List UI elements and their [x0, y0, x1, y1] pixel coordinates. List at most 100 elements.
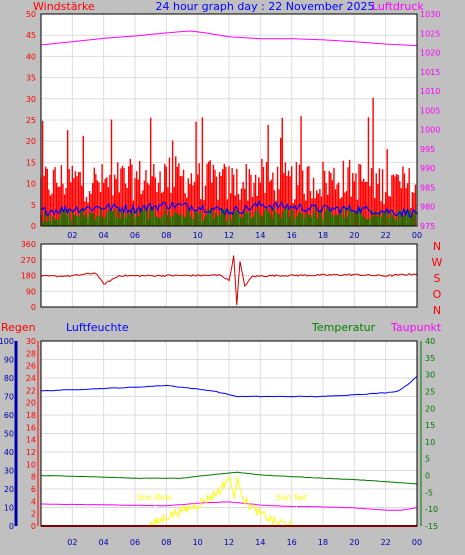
average-wind-line	[40, 199, 418, 218]
wind-tick-label: 50	[26, 10, 36, 19]
luftfeuchte-label: Luftfeuchte	[66, 321, 129, 334]
time-tick-label: 18	[318, 231, 328, 240]
wind-dir-letter-w: W	[432, 256, 443, 269]
humidity-tick-label: 0	[9, 522, 14, 531]
wind-direction-panel: 0 90 180 270 360	[21, 240, 418, 312]
humidity-tick-label: 40	[4, 448, 14, 457]
rain-tick-label: 30	[26, 337, 36, 346]
time-tick-label: 02	[67, 231, 77, 240]
wind-tick-label: 35	[26, 74, 36, 83]
temperature-tick-label: 20	[425, 404, 435, 413]
direction-tick-label: 180	[21, 272, 36, 281]
time-tick-label: 06	[130, 231, 140, 240]
wind-tick-label: 40	[26, 52, 36, 61]
pressure-tick-label: 980	[420, 203, 435, 212]
wind-dir-letter-n-top: N	[433, 240, 441, 253]
wind-tick-label: 45	[26, 31, 36, 40]
humidity-line	[40, 376, 418, 398]
humidity-tick-label: 60	[4, 411, 14, 420]
regen-label: Regen	[1, 321, 36, 334]
pressure-tick-label: 975	[420, 222, 435, 231]
climate-time-tick-label: 18	[318, 538, 328, 547]
humidity-temp-panel: 0102030405060708090100024681012141618202…	[0, 337, 438, 547]
temperature-tick-label: 30	[425, 371, 435, 380]
header-left-label: Windstärke	[33, 0, 95, 13]
temperature-tick-label: 35	[425, 354, 435, 363]
wind-dir-letter-o: O	[433, 288, 442, 301]
humidity-tick-label: 30	[4, 467, 14, 476]
climate-time-tick-label: 04	[99, 538, 109, 547]
temperature-tick-label: 0	[425, 472, 430, 481]
temperatur-label: Temperatur	[311, 321, 376, 334]
pressure-tick-label: 995	[420, 145, 435, 154]
rain-tick-label: 2	[31, 510, 36, 519]
pressure-tick-label: 1020	[420, 49, 440, 58]
time-tick-label: 00	[412, 231, 422, 240]
wind-tick-label: 25	[26, 116, 36, 125]
rain-tick-label: 14	[26, 436, 36, 445]
pressure-tick-label: 990	[420, 164, 435, 173]
time-tick-label: 20	[349, 231, 359, 240]
rain-tick-label: 22	[26, 386, 36, 395]
direction-tick-label: 360	[21, 240, 36, 249]
direction-tick-label: 0	[31, 303, 36, 312]
wind-tick-label: 0	[31, 222, 36, 231]
temperature-tick-label: 10	[425, 438, 435, 447]
time-tick-label: 14	[255, 231, 265, 240]
time-tick-label: 08	[161, 231, 171, 240]
rain-tick-label: 28	[26, 349, 36, 358]
pressure-tick-label: 985	[420, 183, 435, 192]
climate-time-tick-label: 12	[224, 538, 234, 547]
rain-tick-label: 4	[31, 497, 36, 506]
time-tick-label: 12	[224, 231, 234, 240]
pressure-tick-label: 1015	[420, 68, 440, 77]
climate-panel-border	[40, 340, 418, 527]
temperature-line	[40, 471, 418, 485]
climate-time-tick-label: 08	[161, 538, 171, 547]
rain-tick-label: 26	[26, 362, 36, 371]
rain-tick-label: 16	[26, 423, 36, 432]
temperature-tick-label: -5	[425, 488, 433, 497]
direction-tick-label: 90	[26, 287, 36, 296]
temperature-tick-label: -15	[425, 522, 438, 531]
climate-time-tick-label: 20	[349, 538, 359, 547]
wind-direction-line	[40, 255, 418, 306]
header-title: 24 hour graph day : 22 November 2025	[155, 0, 374, 13]
pressure-tick-label: 1005	[420, 106, 440, 115]
temperature-tick-label: 5	[425, 455, 430, 464]
time-tick-label: 04	[99, 231, 109, 240]
time-tick-label: 16	[287, 231, 297, 240]
climate-time-tick-label: 22	[381, 538, 391, 547]
humidity-tick-label: 10	[4, 504, 14, 513]
temperature-tick-label: 40	[425, 337, 435, 346]
pressure-tick-label: 1010	[420, 87, 440, 96]
climate-time-tick-label: 16	[287, 538, 297, 547]
rain-tick-label: 24	[26, 374, 36, 383]
dewpoint-line	[41, 501, 418, 511]
wind-tick-label: 20	[26, 137, 36, 146]
direction-panel-border	[40, 243, 418, 308]
pressure-tick-label: 1025	[420, 29, 440, 38]
pressure-tick-label: 1000	[420, 126, 440, 135]
wind-tick-label: 15	[26, 158, 36, 167]
climate-time-tick-label: 14	[255, 538, 265, 547]
rain-tick-label: 8	[31, 473, 36, 482]
sun-rise-label: Sun Rise	[137, 493, 172, 502]
rain-tick-label: 20	[26, 399, 36, 408]
wind-panel-border	[40, 13, 418, 227]
wind-pressure-panel: 0510152025303540455097598098599099510001…	[26, 10, 441, 240]
rain-tick-label: 10	[26, 460, 36, 469]
rain-tick-label: 18	[26, 411, 36, 420]
header-right-label: Luftdruck	[372, 0, 424, 13]
climate-time-tick-label: 02	[67, 538, 77, 547]
temperature-tick-label: 15	[425, 421, 435, 430]
taupunkt-label: Taupunkt	[390, 321, 442, 334]
climate-time-tick-label: 06	[130, 538, 140, 547]
temperature-tick-label: -10	[425, 505, 438, 514]
climate-time-tick-label: 00	[412, 538, 422, 547]
direction-tick-label: 270	[21, 256, 36, 265]
wind-dir-letter-n-bottom: N	[433, 304, 441, 317]
time-tick-label: 22	[381, 231, 391, 240]
wind-tick-label: 30	[26, 95, 36, 104]
temperature-tick-label: 25	[425, 387, 435, 396]
